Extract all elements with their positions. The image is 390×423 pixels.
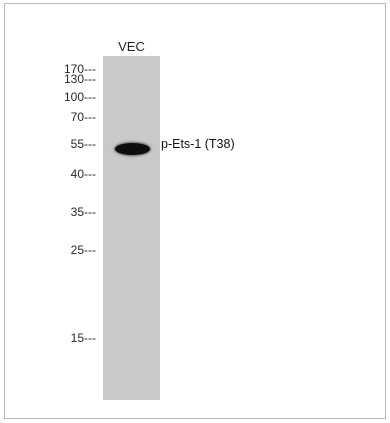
marker-130: 130--- [63, 72, 96, 86]
marker-15: 15--- [70, 331, 96, 345]
marker-55: 55--- [70, 137, 96, 151]
gel-lane [103, 56, 160, 400]
marker-35: 35--- [70, 205, 96, 219]
marker-70: 70--- [70, 110, 96, 124]
lane-label: VEC [118, 39, 145, 54]
protein-band [115, 143, 150, 155]
band-label: p-Ets-1 (T38) [161, 137, 235, 151]
marker-40: 40--- [70, 167, 96, 181]
marker-170: 170--- [63, 62, 96, 76]
marker-100: 100--- [63, 90, 96, 104]
marker-25: 25--- [70, 243, 96, 257]
blot-frame [4, 3, 386, 419]
